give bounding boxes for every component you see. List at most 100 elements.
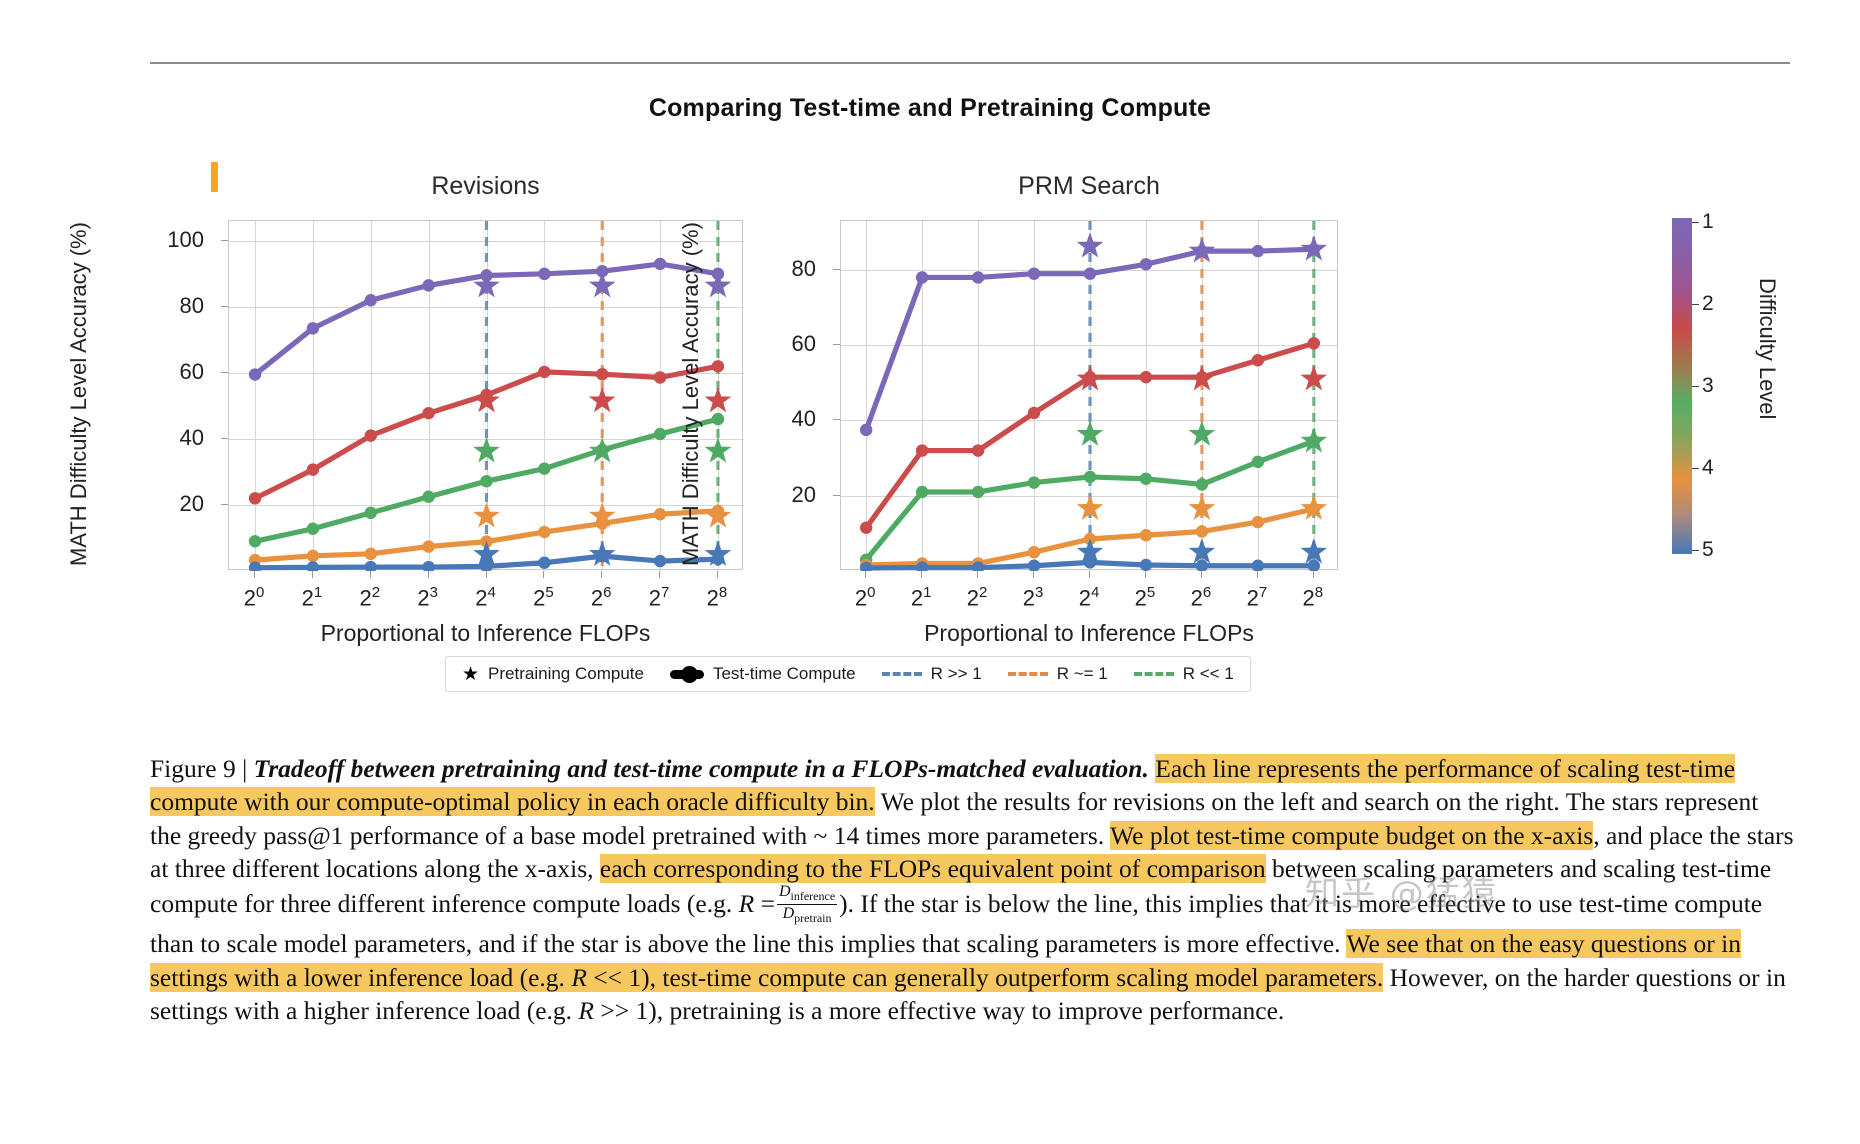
- figure-container: Comparing Test-time and Pretraining Comp…: [0, 70, 1860, 730]
- y-axis-tick-mark: [833, 419, 840, 421]
- legend-item-pretraining-compute[interactable]: ★ Pretraining Compute: [462, 664, 644, 684]
- legend-label-r-approx-equal: R ~= 1: [1056, 664, 1108, 683]
- y-axis-tick-mark: [221, 305, 228, 307]
- data-point-marker: [1139, 472, 1153, 485]
- colorbar-title: Difficulty Level: [1755, 278, 1780, 420]
- data-point-marker: [915, 444, 929, 457]
- x-axis-tick-label: 26: [590, 584, 612, 611]
- data-point-marker: [364, 294, 377, 307]
- y-axis-tick-label: 100: [167, 226, 204, 252]
- data-point-marker: [480, 474, 493, 488]
- dashed-line-icon: [1133, 672, 1174, 676]
- x-axis-tick-mark: [1312, 571, 1314, 578]
- data-point-marker: [538, 525, 551, 539]
- pretraining-compute-star: [704, 386, 732, 413]
- data-point-marker: [915, 485, 929, 499]
- gridline-vertical: [1201, 221, 1203, 571]
- pretraining-compute-star: [1188, 237, 1216, 263]
- colorbar-tick-mark: [1692, 304, 1699, 305]
- data-point-marker: [1251, 354, 1265, 367]
- caption-seg-9b: >> 1), pretraining is a more effective w…: [593, 995, 1285, 1025]
- gridline-vertical: [922, 221, 924, 571]
- legend-label-r-much-greater: R >> 1: [930, 664, 982, 683]
- data-point-marker: [1307, 337, 1321, 350]
- x-axis-tick-mark: [1256, 571, 1258, 578]
- pretraining-compute-star: [473, 386, 500, 413]
- data-point-marker: [1307, 559, 1321, 571]
- colorbar-tick-label: 2: [1702, 292, 1714, 315]
- colorbar-tick-mark: [1692, 550, 1699, 551]
- gridline-vertical: [866, 221, 868, 571]
- x-axis-tick-mark: [865, 571, 867, 578]
- x-axis-tick-label: 24: [1078, 584, 1100, 611]
- legend-label-test-time-compute: Test-time Compute: [712, 664, 856, 683]
- x-axis-tick-label: 24: [475, 584, 496, 611]
- data-point-marker: [1251, 559, 1265, 571]
- pretraining-compute-star: [1188, 538, 1216, 564]
- pretraining-compute-star: [1300, 427, 1328, 453]
- gridline-vertical: [255, 221, 257, 571]
- caption-highlight-5: each corresponding to the FLOPs equivale…: [599, 853, 1266, 883]
- data-point-marker: [1027, 545, 1041, 559]
- panel-prm-search-ylabel: MATH Difficulty Level Accuracy (%): [678, 222, 703, 566]
- colorbar-tick-mark: [1692, 222, 1699, 223]
- pretraining-compute-star: [704, 272, 732, 298]
- caption-highlight-3: We plot test-time compute budget on the …: [1110, 820, 1594, 850]
- x-axis-tick-label: 22: [966, 584, 988, 611]
- legend-item-r-much-greater[interactable]: R >> 1: [881, 664, 982, 684]
- legend-item-r-much-less[interactable]: R << 1: [1133, 664, 1234, 684]
- data-point-marker: [1027, 476, 1041, 489]
- legend-item-test-time-compute[interactable]: Test-time Compute: [669, 664, 856, 684]
- gridline-vertical: [978, 221, 980, 571]
- caption-seg-2: We plot the results for revisions on the…: [150, 787, 1759, 850]
- x-axis-tick-label: 22: [359, 584, 381, 611]
- pretraining-compute-star: [1076, 494, 1104, 520]
- data-point-marker: [1251, 455, 1265, 469]
- data-point-marker: [248, 368, 262, 381]
- y-axis-tick-label: 40: [791, 406, 816, 432]
- y-axis-tick-label: 80: [179, 292, 204, 318]
- caption-seg-8b: << 1), test-time compute can generally o…: [586, 962, 1384, 992]
- legend-item-r-approx-equal[interactable]: R ~= 1: [1007, 664, 1108, 684]
- caption-formula-eq: =: [760, 889, 775, 919]
- caption-seg-6: between scaling parameters and scaling t…: [150, 853, 1772, 919]
- dashed-line-icon: [1007, 672, 1048, 676]
- formula-numerator: D: [778, 883, 791, 901]
- data-point-marker: [422, 560, 435, 571]
- formula-numerator-sub: inference: [790, 889, 836, 904]
- x-axis-tick-mark: [427, 571, 429, 578]
- data-point-marker: [306, 549, 320, 563]
- caption-seg-8r: R: [571, 962, 587, 992]
- x-axis-tick-mark: [1144, 571, 1146, 578]
- x-axis-tick-mark: [1200, 571, 1202, 578]
- panel-revisions-xlabel: Proportional to Inference FLOPs: [320, 620, 651, 646]
- panel-revisions-plot[interactable]: [228, 220, 744, 571]
- data-point-marker: [1083, 470, 1097, 484]
- data-point-marker: [1251, 244, 1265, 258]
- x-axis-tick-label: 27: [648, 584, 670, 611]
- x-axis-tick-mark: [1033, 571, 1035, 578]
- data-point-marker: [538, 462, 551, 475]
- y-axis-tick-mark: [833, 268, 840, 270]
- y-axis-tick-label: 60: [179, 358, 204, 384]
- x-axis-tick-label: 25: [1134, 584, 1156, 611]
- x-axis-tick-mark: [601, 571, 603, 578]
- chart-canvas: [248, 221, 732, 571]
- data-point-marker: [248, 492, 262, 505]
- pretraining-compute-star: [1188, 494, 1216, 520]
- data-point-marker: [653, 427, 667, 441]
- data-point-marker: [859, 561, 873, 571]
- pretraining-compute-star: [588, 272, 616, 298]
- pretraining-compute-star: [1300, 365, 1328, 391]
- colorbar-tick-label: 3: [1702, 374, 1714, 397]
- colorbar-gradient: [1672, 218, 1692, 554]
- x-axis-tick-label: 21: [301, 584, 323, 611]
- panel-prm-search-plot[interactable]: [840, 220, 1339, 571]
- y-axis-tick-label: 20: [179, 490, 204, 516]
- pretraining-compute-star: [588, 437, 616, 463]
- gridline-vertical: [312, 221, 314, 571]
- data-point-marker: [653, 508, 667, 521]
- data-point-marker: [422, 490, 435, 503]
- data-point-marker: [596, 368, 609, 381]
- y-axis-tick-label: 60: [791, 331, 816, 357]
